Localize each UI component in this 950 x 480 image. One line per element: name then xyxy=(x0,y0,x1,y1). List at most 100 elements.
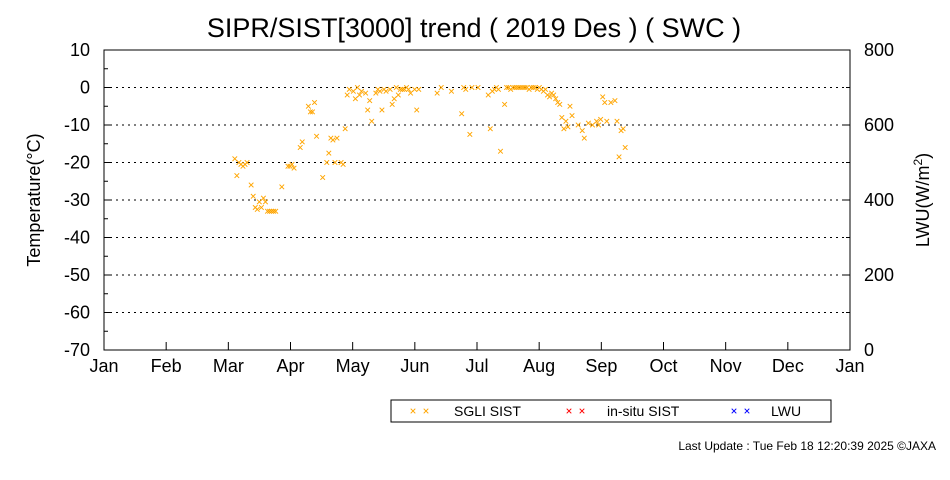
data-point xyxy=(497,148,504,154)
x-tick-label: Feb xyxy=(151,356,182,376)
data-point xyxy=(485,92,491,98)
data-points xyxy=(232,84,628,214)
data-point xyxy=(550,92,557,98)
data-point xyxy=(600,94,606,100)
y-tick-label: 10 xyxy=(70,40,90,60)
y-tick-label: -50 xyxy=(64,265,90,285)
data-point xyxy=(399,86,406,93)
data-point xyxy=(299,139,305,145)
data-point xyxy=(397,86,404,93)
data-point xyxy=(313,133,320,139)
data-point xyxy=(379,107,385,113)
y-tick-label: -20 xyxy=(64,153,90,173)
data-point xyxy=(393,84,399,91)
x-tick-label: Aug xyxy=(523,356,555,376)
legend-marker xyxy=(566,408,572,414)
data-point xyxy=(320,174,326,181)
data-point xyxy=(522,84,528,91)
data-point xyxy=(260,195,267,201)
y2-tick-label: 200 xyxy=(864,265,894,285)
chart-title: SIPR/SIST[3000] trend ( 2019 Des ) ( SWC… xyxy=(207,13,741,43)
data-point xyxy=(324,159,330,166)
data-point xyxy=(520,84,526,91)
data-point xyxy=(289,161,295,168)
data-point xyxy=(273,208,279,214)
y2-tick-label: 0 xyxy=(864,340,874,360)
data-point xyxy=(334,135,340,141)
data-point xyxy=(344,92,350,98)
data-point xyxy=(350,88,357,94)
data-point xyxy=(340,161,346,168)
y2-tick-label: 600 xyxy=(864,115,894,135)
data-point xyxy=(354,84,361,91)
x-tick-labels: Jan Feb Mar Apr May Jun Jul Aug Sep Oct Nov Dec Jan xyxy=(89,356,864,376)
data-point xyxy=(383,88,389,94)
legend-marker xyxy=(410,408,416,414)
y-tick-label: 0 xyxy=(80,78,90,98)
data-point xyxy=(463,86,469,93)
data-point xyxy=(542,86,549,93)
data-point xyxy=(530,84,536,91)
data-point xyxy=(391,96,397,102)
data-point xyxy=(356,92,363,98)
y-tick-labels: 10 0 -10 -20 -30 -40 -50 -60 -70 xyxy=(64,40,90,360)
data-point xyxy=(342,126,348,132)
x-tick-label: Oct xyxy=(649,356,677,376)
data-point xyxy=(557,101,563,108)
data-point xyxy=(448,88,455,94)
data-point xyxy=(405,86,412,93)
data-point xyxy=(616,154,622,160)
legend-box xyxy=(390,399,832,423)
y-tick-label: -10 xyxy=(64,115,90,135)
data-point xyxy=(604,118,610,124)
data-point xyxy=(501,101,508,108)
data-point xyxy=(595,122,602,128)
data-point xyxy=(593,118,600,124)
data-point xyxy=(579,127,585,134)
data-point xyxy=(254,206,260,213)
data-point xyxy=(597,116,604,123)
x-tick-label: Dec xyxy=(772,356,804,376)
legend-label: SGLI SIST xyxy=(454,403,521,419)
data-point xyxy=(412,86,418,93)
data-point xyxy=(612,97,618,104)
data-point xyxy=(516,84,522,91)
y2-axis-label: LWU(W/m2) xyxy=(911,153,933,247)
data-point xyxy=(358,88,365,94)
data-point xyxy=(395,92,401,98)
data-point xyxy=(244,159,250,166)
data-point xyxy=(307,109,314,115)
data-point xyxy=(234,172,240,179)
legend-label: in-situ SIST xyxy=(607,403,680,419)
data-point xyxy=(414,107,420,113)
axis-ticks xyxy=(104,49,850,351)
y-tick-label: -40 xyxy=(64,228,90,248)
legend-marker xyxy=(423,408,429,414)
data-point xyxy=(258,204,265,211)
data-point xyxy=(262,199,269,205)
data-point xyxy=(377,88,383,94)
data-point xyxy=(467,131,473,138)
data-point xyxy=(407,90,414,96)
data-point xyxy=(367,97,373,104)
y2-tick-label: 800 xyxy=(864,40,894,60)
data-point xyxy=(561,126,567,132)
legend-items: SGLI SIST in-situ SIST LWU xyxy=(410,403,801,419)
legend-label: LWU xyxy=(771,403,801,419)
data-point xyxy=(434,90,440,96)
legend: SGLI SIST in-situ SIST LWU xyxy=(390,399,832,423)
x-tick-label: Jan xyxy=(835,356,864,376)
data-point xyxy=(332,159,338,166)
data-point xyxy=(620,126,626,132)
data-point xyxy=(326,150,332,156)
data-point xyxy=(565,124,571,130)
y2-label-main: LWU(W/m xyxy=(913,166,933,248)
y-tick-label: -60 xyxy=(64,303,90,323)
data-point xyxy=(553,96,559,102)
x-tick-label: Jul xyxy=(465,356,488,376)
data-point xyxy=(459,111,465,117)
data-point xyxy=(469,84,475,91)
footer-update: Last Update : Tue Feb 18 12:20:39 2025 ©… xyxy=(678,439,936,453)
data-point xyxy=(614,118,620,124)
